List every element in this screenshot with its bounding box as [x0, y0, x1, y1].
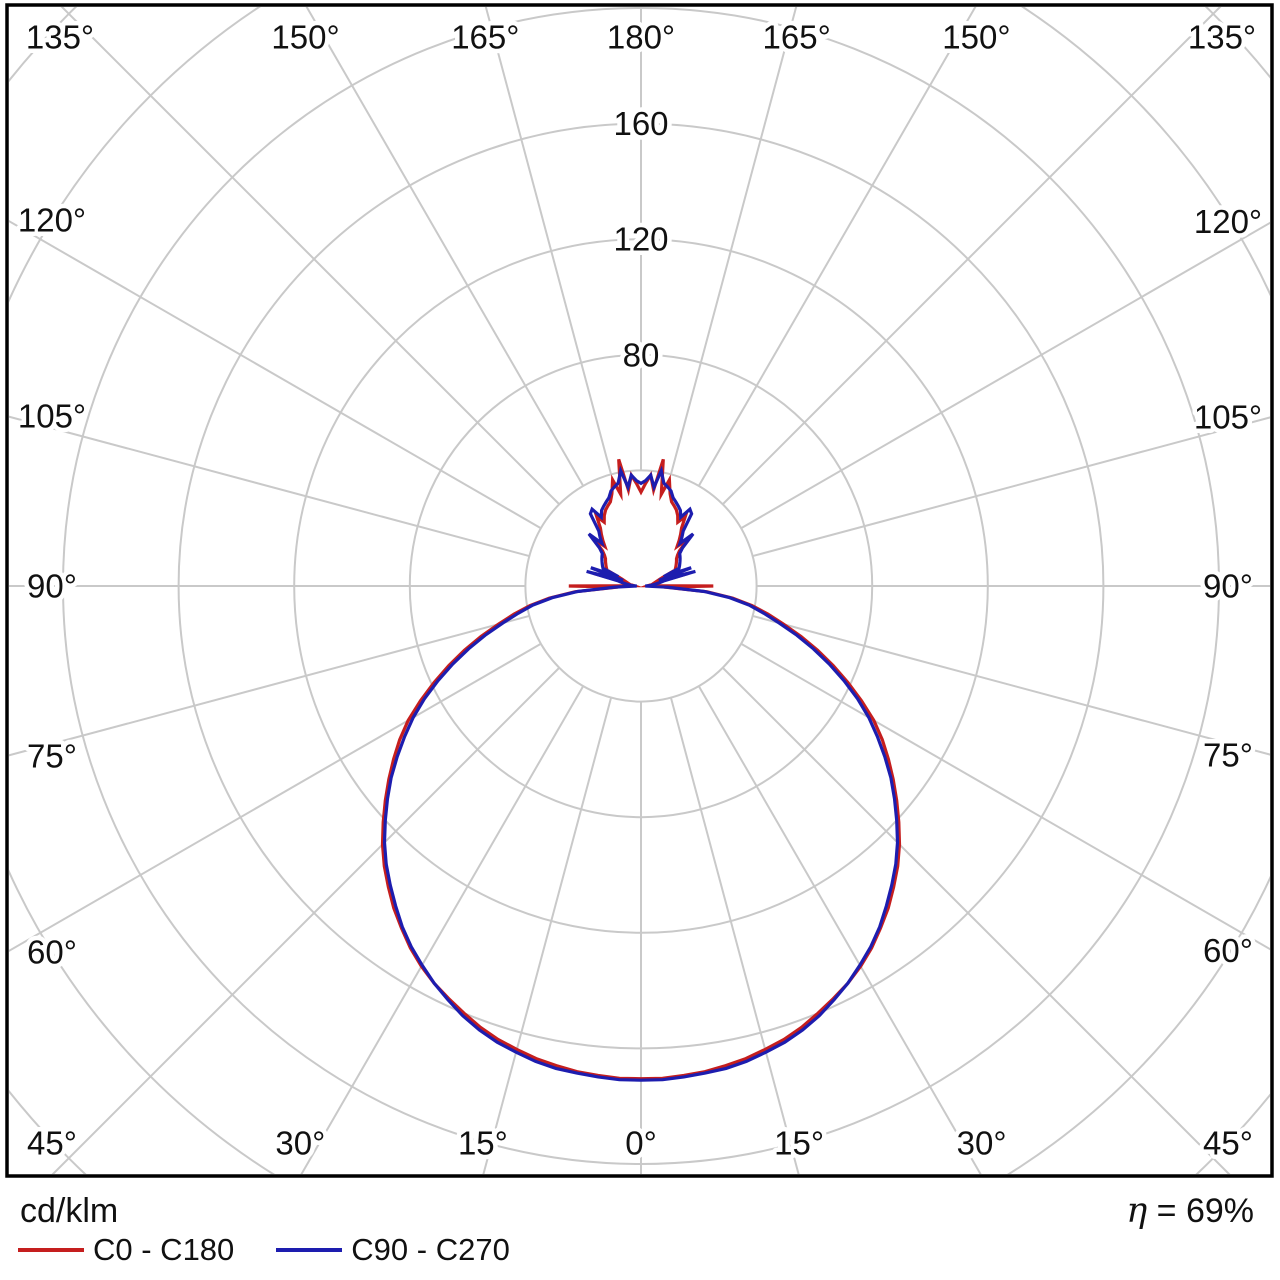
angle-label-30-left: 30°: [275, 1125, 325, 1162]
angle-label-30-right: 30°: [957, 1125, 1007, 1162]
grid-radial-165: [669, 7, 798, 475]
grid-radial-105: [752, 416, 1270, 558]
angle-label-75-right: 75°: [1203, 737, 1253, 774]
unit-label: cd/klm: [20, 1192, 119, 1230]
grid-ring-40: [524, 469, 758, 703]
ring-label-80: 80: [623, 336, 660, 373]
grid-radial-120: [740, 221, 1270, 530]
angle-label-90-left: 90°: [27, 568, 77, 605]
curve-c90-c270: [382, 465, 900, 1082]
legend-swatch-red: [18, 1248, 84, 1252]
grid-radial-225: [60, 7, 560, 505]
grid-radial-300: [9, 642, 542, 953]
eta-value: = 69%: [1156, 1192, 1254, 1230]
curve-c0-c180: [380, 458, 902, 1081]
angle-label-45-left: 45°: [27, 1125, 77, 1162]
grid-radial-330: [300, 685, 585, 1174]
grid-radial-150: [697, 7, 977, 487]
angle-label-165-left: 165°: [451, 19, 519, 56]
angle-label-90-right: 90°: [1203, 568, 1253, 605]
angle-label-135-right: 135°: [1188, 19, 1256, 56]
grid-radial-315: [51, 667, 560, 1174]
grid-radial-135: [722, 7, 1222, 505]
angle-label-120-right: 120°: [1194, 203, 1262, 240]
eta-symbol: η: [1126, 1191, 1148, 1231]
grid-radial-75: [752, 614, 1270, 756]
angle-label-15-left: 15°: [458, 1125, 508, 1162]
grid-radial-210: [305, 7, 585, 487]
ring-label-160: 160: [613, 105, 668, 142]
angle-label-120-left: 120°: [18, 201, 86, 238]
efficiency-label: η = 69%: [1126, 1191, 1254, 1231]
legend-swatch-blue: [276, 1248, 343, 1252]
angle-label-60-right: 60°: [1203, 932, 1253, 969]
grid-radial-15: [669, 697, 800, 1174]
legend-label-c90: C90 - C270: [351, 1232, 510, 1267]
grid-radial-60: [740, 642, 1270, 951]
grid-radial-45: [722, 667, 1231, 1174]
angle-label-45-right: 45°: [1203, 1125, 1253, 1162]
angle-label-150-left: 150°: [271, 19, 339, 56]
angle-label-15-right: 15°: [774, 1125, 824, 1162]
angle-label-105-left: 105°: [18, 398, 86, 435]
grid-radial-30: [697, 685, 982, 1174]
grid-radial-345: [482, 697, 613, 1174]
grid-radial-255: [9, 415, 530, 558]
grid-radial-240: [9, 219, 542, 530]
angle-label-165-right: 165°: [763, 19, 831, 56]
angle-label-150-right: 150°: [942, 19, 1010, 56]
grid-radial-195: [484, 7, 613, 475]
angle-label-75-left: 75°: [27, 737, 77, 774]
legend: C0 - C180 C90 - C270: [18, 1232, 510, 1268]
grid-radial-285: [9, 614, 530, 757]
legend-item-c90: C90 - C270: [276, 1232, 510, 1268]
legend-item-c0: C0 - C180: [18, 1232, 234, 1268]
angle-label-60-left: 60°: [27, 934, 77, 971]
chart-frame: [5, 3, 1274, 1178]
angle-label-135-left: 135°: [26, 19, 94, 56]
angle-label-0-right: 0°: [625, 1125, 657, 1162]
ring-label-120: 120: [613, 221, 668, 258]
legend-label-c0: C0 - C180: [93, 1232, 235, 1267]
angle-label-180-right: 180°: [607, 19, 675, 56]
angle-label-105-right: 105°: [1194, 398, 1262, 435]
